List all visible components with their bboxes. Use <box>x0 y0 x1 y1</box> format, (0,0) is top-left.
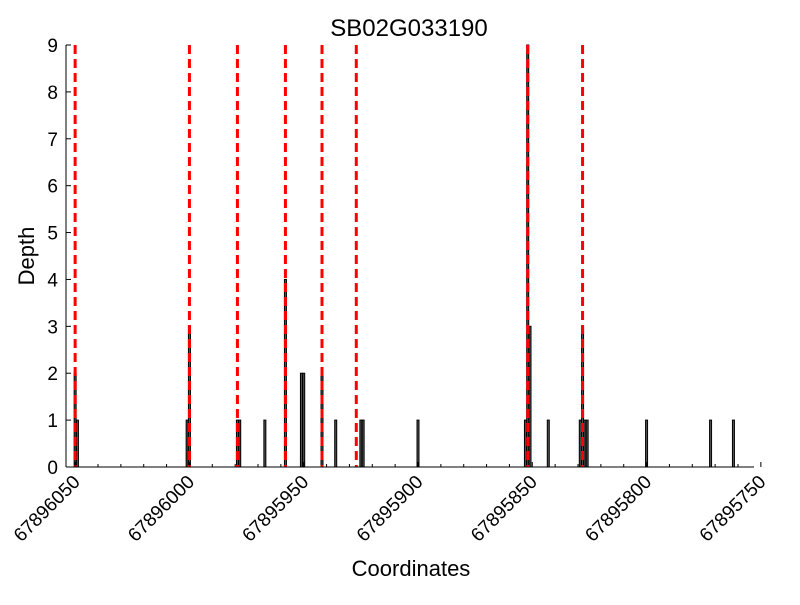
y-tick-label-2: 2 <box>47 364 58 385</box>
bar-23 <box>645 419 649 468</box>
x-tick-label-5: 67895800 <box>581 472 656 547</box>
x-axis-label: Coordinates <box>352 556 471 581</box>
marker-lines-layer <box>73 45 585 467</box>
bar-13 <box>361 419 365 468</box>
x-tick-label-1: 67896000 <box>124 472 199 547</box>
bar-9 <box>302 372 306 468</box>
axes-layer: 0 1 2 3 4 5 6 7 8 9 67896050 67896000 67895950 678959… <box>10 36 770 546</box>
y-tick-label-0: 0 <box>47 458 58 479</box>
bar-2 <box>185 419 189 468</box>
bar-25 <box>731 419 735 468</box>
y-tick-label-8: 8 <box>47 83 58 104</box>
bar-14 <box>416 419 420 468</box>
y-tick-label-7: 7 <box>47 130 58 151</box>
bar-11 <box>334 419 338 468</box>
y-tick-label-4: 4 <box>47 270 58 291</box>
chart-title: SB02G033190 <box>330 15 487 42</box>
y-tick-label-6: 6 <box>47 177 58 198</box>
bar-18 <box>546 419 550 468</box>
bar-12 <box>359 419 363 468</box>
bars-layer <box>73 44 735 468</box>
bar-8 <box>299 372 303 468</box>
bar-24 <box>709 419 713 468</box>
bar-17 <box>528 325 532 468</box>
x-tick-label-2: 67895950 <box>239 472 314 547</box>
bar-6 <box>263 419 267 468</box>
bar-15 <box>523 419 527 468</box>
y-tick-label-3: 3 <box>47 317 58 338</box>
y-axis-label: Depth <box>14 227 39 286</box>
bar-5 <box>238 419 242 468</box>
x-tick-label-0: 67896050 <box>10 472 85 547</box>
bar-19 <box>578 419 582 468</box>
x-tick-label-6: 67895750 <box>696 472 771 547</box>
y-tick-label-5: 5 <box>47 224 58 245</box>
bar-22 <box>585 419 589 468</box>
x-tick-label-4: 67895850 <box>467 472 542 547</box>
y-tick-label-1: 1 <box>47 411 58 432</box>
y-tick-label-9: 9 <box>47 36 58 57</box>
bar-1 <box>75 419 79 468</box>
bar-21 <box>583 419 587 468</box>
x-tick-label-3: 67895900 <box>353 472 428 547</box>
